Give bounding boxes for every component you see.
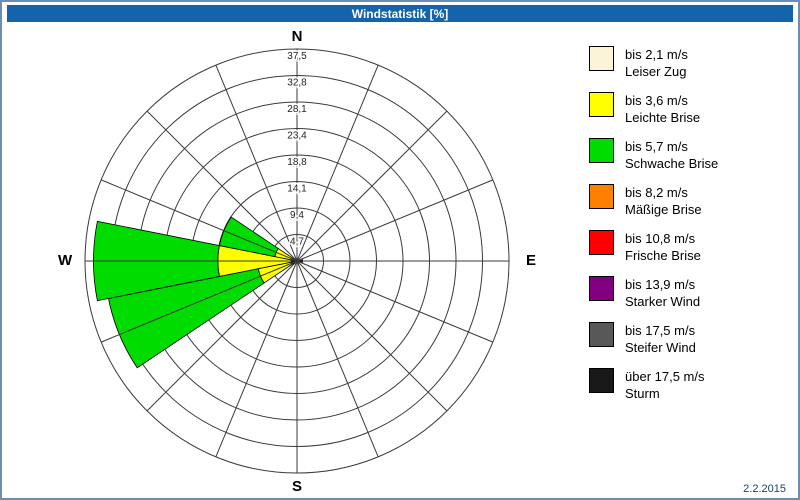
- legend-speed-label: bis 3,6 m/s: [625, 93, 688, 108]
- ring-label: 37,5: [287, 51, 307, 62]
- legend-swatch: [589, 230, 614, 255]
- legend-name-label: Leiser Zug: [625, 64, 687, 79]
- legend-name-label: Mäßige Brise: [625, 202, 702, 217]
- legend-speed-label: bis 13,9 m/s: [625, 277, 696, 292]
- compass-south-label: S: [291, 478, 303, 495]
- legend-item: über 17,5 m/s Sturm: [589, 368, 718, 402]
- legend-name-label: Steifer Wind: [625, 340, 696, 355]
- polar-spokes: [85, 49, 509, 473]
- legend-item: bis 2,1 m/s Leiser Zug: [589, 46, 718, 80]
- ring-label: 14,1: [287, 184, 307, 195]
- legend-swatch: [589, 368, 614, 393]
- legend-speed-label: über 17,5 m/s: [625, 369, 705, 384]
- legend-speed-label: bis 17,5 m/s: [625, 323, 696, 338]
- legend-name-label: Schwache Brise: [625, 156, 719, 171]
- wind-rose-wedges: [93, 216, 304, 369]
- legend-swatch: [589, 46, 614, 71]
- compass-west-label: W: [58, 252, 73, 269]
- legend-item: bis 5,7 m/s Schwache Brise: [589, 138, 718, 172]
- legend-speed-label: bis 10,8 m/s: [625, 231, 696, 246]
- legend-swatch: [589, 184, 614, 209]
- ring-label: 28,1: [287, 104, 307, 115]
- legend-item: bis 17,5 m/s Steifer Wind: [589, 322, 718, 356]
- compass-north-label: N: [291, 28, 303, 45]
- legend-speed-label: bis 8,2 m/s: [625, 185, 688, 200]
- legend-name-label: Starker Wind: [625, 294, 701, 309]
- wind-rose-svg: 4,7 9,4 14,1 18,8 23,4 28,1 32,8 37,5: [84, 48, 510, 474]
- legend: bis 2,1 m/s Leiser Zug bis 3,6 m/s Leich…: [589, 46, 718, 414]
- legend-speed-label: bis 2,1 m/s: [625, 47, 688, 62]
- compass-east-label: E: [526, 252, 537, 269]
- legend-swatch: [589, 322, 614, 347]
- legend-item: bis 8,2 m/s Mäßige Brise: [589, 184, 718, 218]
- legend-speed-label: bis 5,7 m/s: [625, 139, 688, 154]
- radial-axis-labels: 4,7 9,4 14,1 18,8 23,4 28,1 32,8 37,5: [286, 50, 309, 250]
- window-title: Windstatistik [%]: [351, 6, 449, 21]
- legend-name-label: Frische Brise: [625, 248, 701, 263]
- title-bar: Windstatistik [%]: [7, 5, 793, 22]
- ring-label: 18,8: [287, 157, 307, 168]
- legend-name-label: Sturm: [625, 386, 660, 401]
- ring-label: 32,8: [287, 78, 307, 89]
- ring-label: 23,4: [287, 131, 307, 142]
- legend-name-label: Leichte Brise: [625, 110, 701, 125]
- legend-item: bis 10,8 m/s Frische Brise: [589, 230, 718, 264]
- legend-item: bis 3,6 m/s Leichte Brise: [589, 92, 718, 126]
- ring-label: 9,4: [290, 210, 304, 221]
- legend-swatch: [589, 138, 614, 163]
- date-label: 2.2.2015: [743, 483, 786, 495]
- wind-rose-wedge: [108, 268, 265, 369]
- legend-swatch: [589, 276, 614, 301]
- legend-item: bis 13,9 m/s Starker Wind: [589, 276, 718, 310]
- legend-swatch: [589, 92, 614, 117]
- ring-label: 4,7: [290, 237, 304, 248]
